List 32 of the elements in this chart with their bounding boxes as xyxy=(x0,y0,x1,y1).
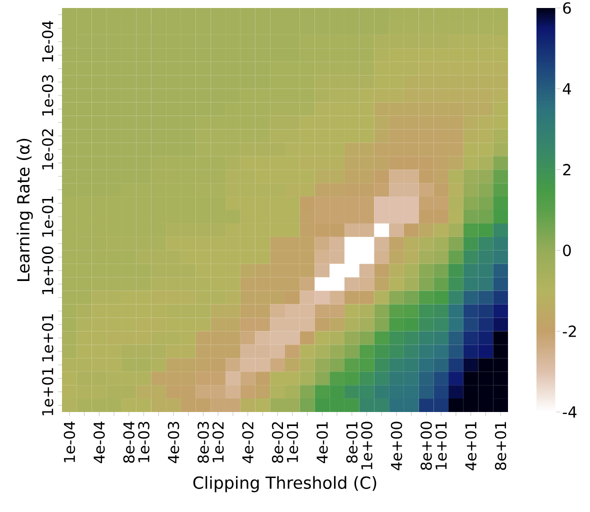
y-tick-label: 1e-02 xyxy=(42,129,54,170)
x-tick-label: 8e+01 xyxy=(494,422,506,470)
x-tick-label: 8e-01 xyxy=(346,422,358,463)
y-tick-label: 1e+01 xyxy=(42,314,54,362)
x-tick-label: 4e+00 xyxy=(390,422,402,470)
x-tick-label: 4e-03 xyxy=(168,422,180,464)
color-bar-label: -4 xyxy=(562,406,577,418)
x-tick-label: 4e-02 xyxy=(242,422,254,464)
x-tick-label: 1e-01 xyxy=(286,422,298,462)
x-tick-label: 1e+01 xyxy=(435,422,447,470)
x-tick-label: 1e+00 xyxy=(361,422,372,470)
color-bar-label: 4 xyxy=(562,83,571,94)
x-tick-label: 4e-01 xyxy=(316,422,328,464)
x-tick-label: 4e-04 xyxy=(94,422,105,464)
y-tick-label: 1e-03 xyxy=(42,75,54,116)
x-tick-label: 8e-02 xyxy=(272,422,284,463)
color-bar-label: -2 xyxy=(562,326,576,337)
x-tick-label: 8e-04 xyxy=(123,422,135,463)
y-tick-label: 1e-04 xyxy=(42,20,54,62)
y-axis-title: Learning Rate (α) xyxy=(16,138,33,281)
x-tick-label: 1e-03 xyxy=(138,422,150,462)
x-tick-label: 8e+00 xyxy=(420,422,432,470)
y-tick-label: 1e-01 xyxy=(42,196,54,237)
color-bar-label: 2 xyxy=(563,164,570,176)
x-tick-label: 1e-02 xyxy=(212,422,224,462)
x-tick-label: 4e+01 xyxy=(465,422,476,470)
x-axis-title: Clipping Threshold (C) xyxy=(193,476,376,492)
y-tick-label: 1e+00 xyxy=(42,246,54,294)
x-tick-label: 8e-03 xyxy=(198,422,209,463)
y-tick-label: 1e+01 xyxy=(42,368,54,416)
color-bar-label: 0 xyxy=(563,244,571,256)
color-bar-label: 6 xyxy=(563,2,571,14)
